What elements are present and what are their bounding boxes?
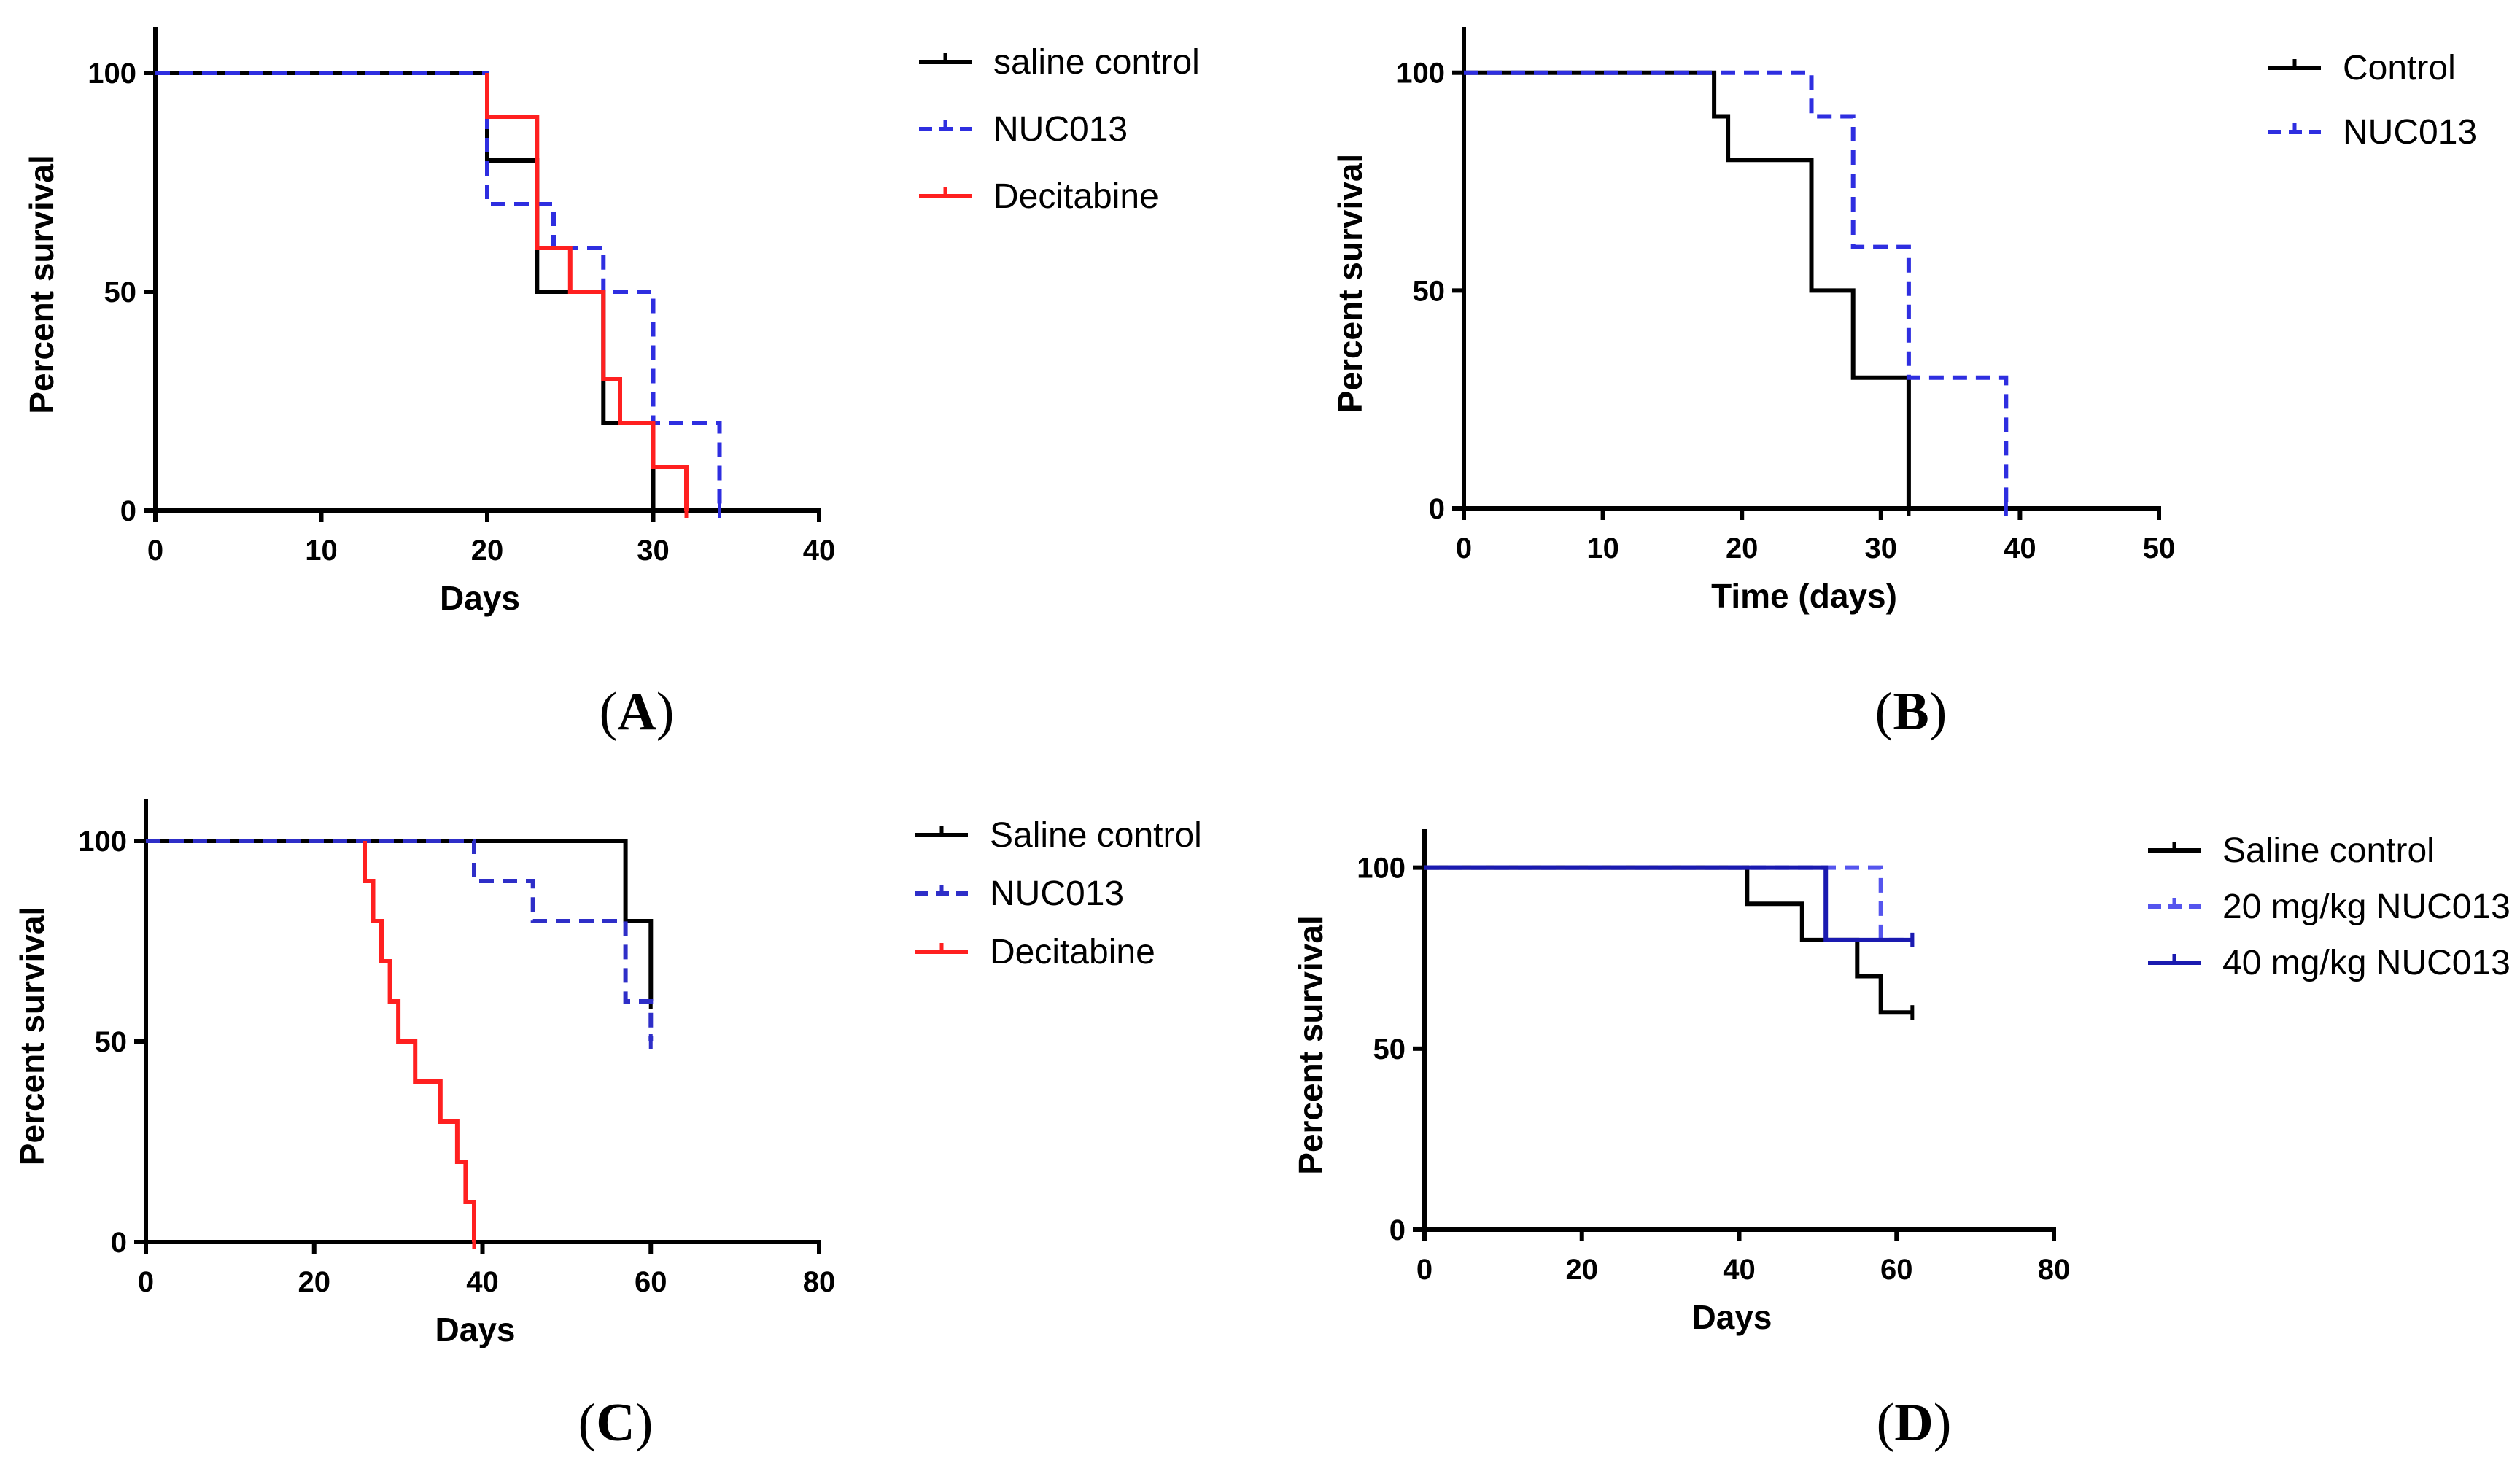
series-line-1 (155, 71, 722, 511)
x-tick-label: 20 (298, 1266, 331, 1298)
y-tick-label: 50 (1373, 1033, 1406, 1066)
series-line-0 (1464, 70, 1911, 508)
y-tick-label: 50 (104, 276, 137, 308)
x-axis-title: Time (days) (1711, 577, 1897, 615)
y-tick-label: 0 (1389, 1214, 1406, 1246)
x-axis-title: Days (1692, 1298, 1772, 1336)
legend-entry: Control (2343, 49, 2456, 88)
series-line-1 (1464, 70, 2009, 508)
y-tick-label: 0 (120, 495, 136, 527)
x-tick-label: 80 (2038, 1254, 2071, 1286)
x-tick-label: 40 (2004, 532, 2036, 564)
y-tick-label: 50 (95, 1026, 128, 1058)
y-tick-label: 50 (1413, 275, 1446, 307)
x-tick-label: 0 (1416, 1254, 1432, 1286)
legend-entry: 20 mg/kg NUC013 (2222, 888, 2511, 926)
x-tick-label: 80 (803, 1266, 836, 1298)
legend-entry: NUC013 (990, 874, 1124, 913)
panel-label: (C) (578, 1393, 654, 1453)
chart-panel-a: 0 10 20 30 40 0 50 100 Days Percent survival salin… (23, 27, 1200, 742)
x-tick-label: 0 (138, 1266, 154, 1298)
x-tick-label: 20 (1726, 532, 1759, 564)
y-tick-label: 100 (78, 826, 127, 858)
x-tick-label: 50 (2143, 532, 2176, 564)
x-tick-label: 10 (1586, 532, 1619, 564)
legend-entry: NUC013 (2343, 113, 2477, 152)
legend-entry: Decitabine (990, 933, 1155, 971)
legend-entry: 40 mg/kg NUC013 (2222, 944, 2511, 982)
y-tick-label: 100 (1396, 58, 1445, 90)
x-tick-label: 60 (635, 1266, 667, 1298)
x-tick-label: 30 (637, 535, 670, 567)
series-line-2 (363, 841, 476, 1242)
x-tick-label: 10 (305, 535, 338, 567)
y-axis-title: Percent survival (1331, 154, 1369, 413)
chart-panel-d: 0 20 40 60 80 0 50 100 Days Percent survival Salin… (1292, 829, 2511, 1453)
series-line-1 (1424, 865, 1912, 942)
x-tick-label: 20 (471, 535, 504, 567)
series-line-2 (485, 73, 689, 511)
x-axis-title: Days (440, 579, 520, 617)
x-tick-label: 0 (1456, 532, 1472, 564)
panel-label: (B) (1875, 682, 1947, 742)
y-tick-label: 100 (1357, 853, 1406, 885)
x-tick-label: 60 (1880, 1254, 1913, 1286)
legend-entry: saline control (993, 43, 1200, 82)
series-line-0 (146, 839, 654, 1001)
panel-label: (D) (1877, 1393, 1952, 1453)
chart-panel-c: 0 20 40 60 80 0 50 100 Days Percent survival Salin… (13, 799, 1202, 1453)
chart-panel-b: 0 10 20 30 40 50 0 50 100 Time (days) Percent surv… (1331, 27, 2477, 742)
y-tick-label: 0 (111, 1227, 127, 1259)
y-tick-label: 0 (1429, 493, 1445, 525)
y-tick-label: 100 (88, 58, 136, 90)
x-tick-label: 40 (1723, 1254, 1756, 1286)
legend-entry: Decitabine (993, 177, 1159, 216)
legend-entry: Saline control (990, 816, 1202, 855)
legend-entry: NUC013 (993, 110, 1128, 149)
x-tick-label: 40 (803, 535, 836, 567)
x-tick-label: 0 (147, 535, 163, 567)
y-axis-title: Percent survival (23, 155, 61, 414)
y-axis-title: Percent survival (1292, 915, 1330, 1174)
panel-label: (A) (600, 682, 675, 742)
legend-entry: Saline control (2222, 831, 2435, 870)
x-tick-label: 40 (466, 1266, 499, 1298)
x-axis-title: Days (435, 1311, 516, 1348)
y-axis-title: Percent survival (13, 907, 51, 1165)
series-line-2 (1424, 865, 1912, 942)
series-line-1 (146, 839, 654, 1041)
x-tick-label: 30 (1865, 532, 1898, 564)
x-tick-label: 20 (1566, 1254, 1599, 1286)
